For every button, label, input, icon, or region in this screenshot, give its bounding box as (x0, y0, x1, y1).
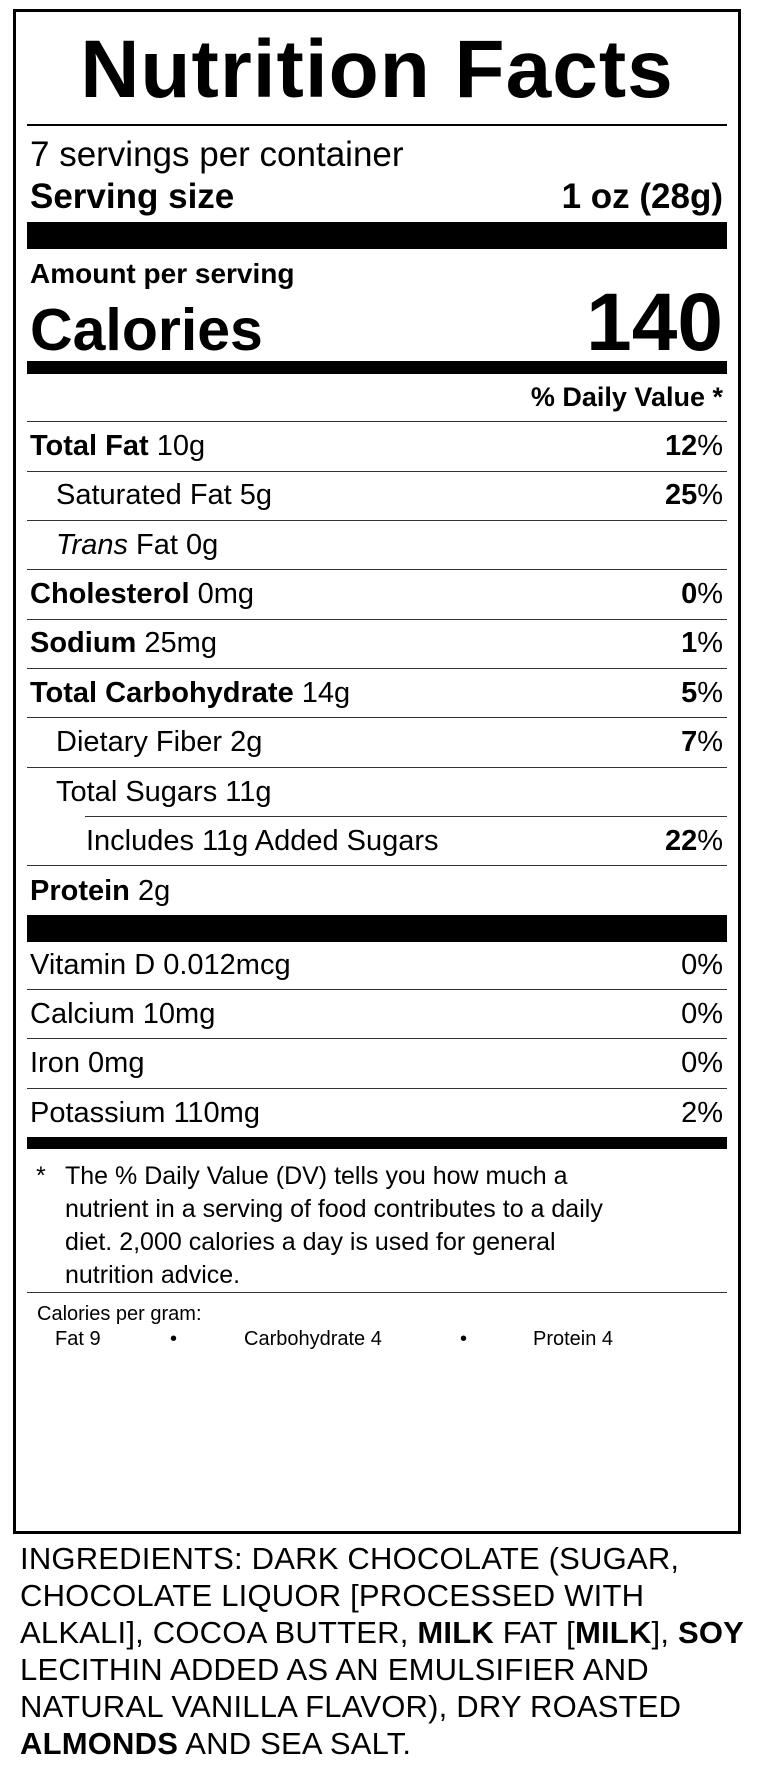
row-divider (27, 520, 727, 521)
nutrient-dv: 5% (681, 677, 723, 709)
nutrient-row-trans-fat: Trans Fat 0g (56, 529, 219, 561)
vitamin-row-calcium: Calcium 10mg (30, 998, 216, 1030)
cpg-fat: Fat 9 (55, 1328, 101, 1350)
row-divider (27, 1038, 727, 1039)
cpg-protein: Protein 4 (533, 1328, 614, 1350)
nutrient-name: Total Fat (30, 430, 149, 462)
row-divider (85, 816, 727, 817)
nutrient-row-total-carbohydrate: Total Carbohydrate 14g (30, 677, 351, 709)
row-divider (27, 569, 727, 570)
calories-per-gram-label: Calories per gram: (37, 1303, 202, 1325)
nutrient-row-cholesterol: Cholesterol 0mg (30, 578, 255, 610)
nutrient-dv: 1% (681, 627, 723, 659)
nutrition-facts-label: Nutrition Facts 7 servings per container… (13, 9, 741, 1534)
row-divider (27, 717, 727, 718)
nutrient-row-dietary-fiber: Dietary Fiber 2g (56, 726, 263, 758)
row-divider (27, 767, 727, 768)
nutrient-row-sodium: Sodium 25mg (30, 627, 217, 659)
nutrient-row-protein: Protein 2g (30, 875, 171, 907)
label-title: Nutrition Facts (80, 24, 674, 115)
nutrient-dv: 12% (664, 430, 723, 462)
allergen-milk: MILK (417, 1615, 494, 1650)
nutrient-row-total-fat: Total Fat 10g (30, 429, 205, 463)
row-divider (27, 865, 727, 866)
row-divider (27, 1088, 727, 1089)
calories-label: Calories (30, 297, 263, 363)
footnote-text: The % Daily Value (DV) tells you how muc… (65, 1162, 603, 1289)
ingredients-text: INGREDIENTS: DARK CHOCOLATE (SUGAR, CHOC… (20, 1541, 745, 1761)
bullet: • (460, 1328, 468, 1350)
row-divider (27, 989, 727, 990)
row-divider (27, 668, 727, 669)
medium-divider (27, 1137, 727, 1149)
row-divider (27, 421, 727, 422)
divider (27, 124, 727, 126)
servings-per-container: 7 servings per container (30, 135, 404, 174)
cpg-carbohydrate: Carbohydrate 4 (244, 1328, 382, 1350)
vitamin-row-vitamin-d: Vitamin D 0.012mcg (30, 949, 291, 981)
medium-divider (27, 361, 727, 374)
row-divider (27, 471, 727, 472)
allergen-almonds: ALMONDS (20, 1726, 179, 1761)
vitamin-dv: 0% (681, 998, 723, 1030)
serving-size-value: 1 oz (28g) (561, 177, 723, 216)
nutrient-row-added-sugars: Includes 11g Added Sugars (86, 825, 439, 857)
vitamin-row-potassium: Potassium 110mg (30, 1097, 260, 1129)
nutrient-dv: 22% (664, 825, 723, 857)
allergen-soy: SOY (677, 1615, 745, 1650)
row-divider (27, 1292, 727, 1293)
footnote-asterisk: * (36, 1162, 46, 1190)
vitamin-dv: 0% (681, 949, 723, 981)
nutrient-row-total-sugars: Total Sugars 11g (56, 776, 272, 808)
nutrient-dv: 0% (681, 578, 723, 610)
nutrient-row-saturated-fat: Saturated Fat 5g (56, 479, 273, 511)
row-divider (27, 619, 727, 620)
amount-per-serving: Amount per serving (30, 258, 295, 289)
nutrient-amount: 10g (156, 430, 206, 462)
vitamin-row-iron: Iron 0mg (30, 1047, 145, 1079)
nutrient-dv: 25% (664, 479, 723, 511)
serving-size-label: Serving size (30, 177, 235, 216)
daily-value-header: % Daily Value * (530, 382, 723, 412)
vitamin-dv: 0% (681, 1047, 723, 1079)
bullet: • (170, 1328, 178, 1350)
allergen-milk: MILK (574, 1615, 652, 1650)
vitamin-dv: 2% (681, 1097, 723, 1129)
thick-divider (27, 222, 727, 249)
nutrient-dv: 7% (681, 726, 723, 758)
calories-value: 140 (586, 277, 723, 368)
thick-divider (27, 915, 727, 942)
